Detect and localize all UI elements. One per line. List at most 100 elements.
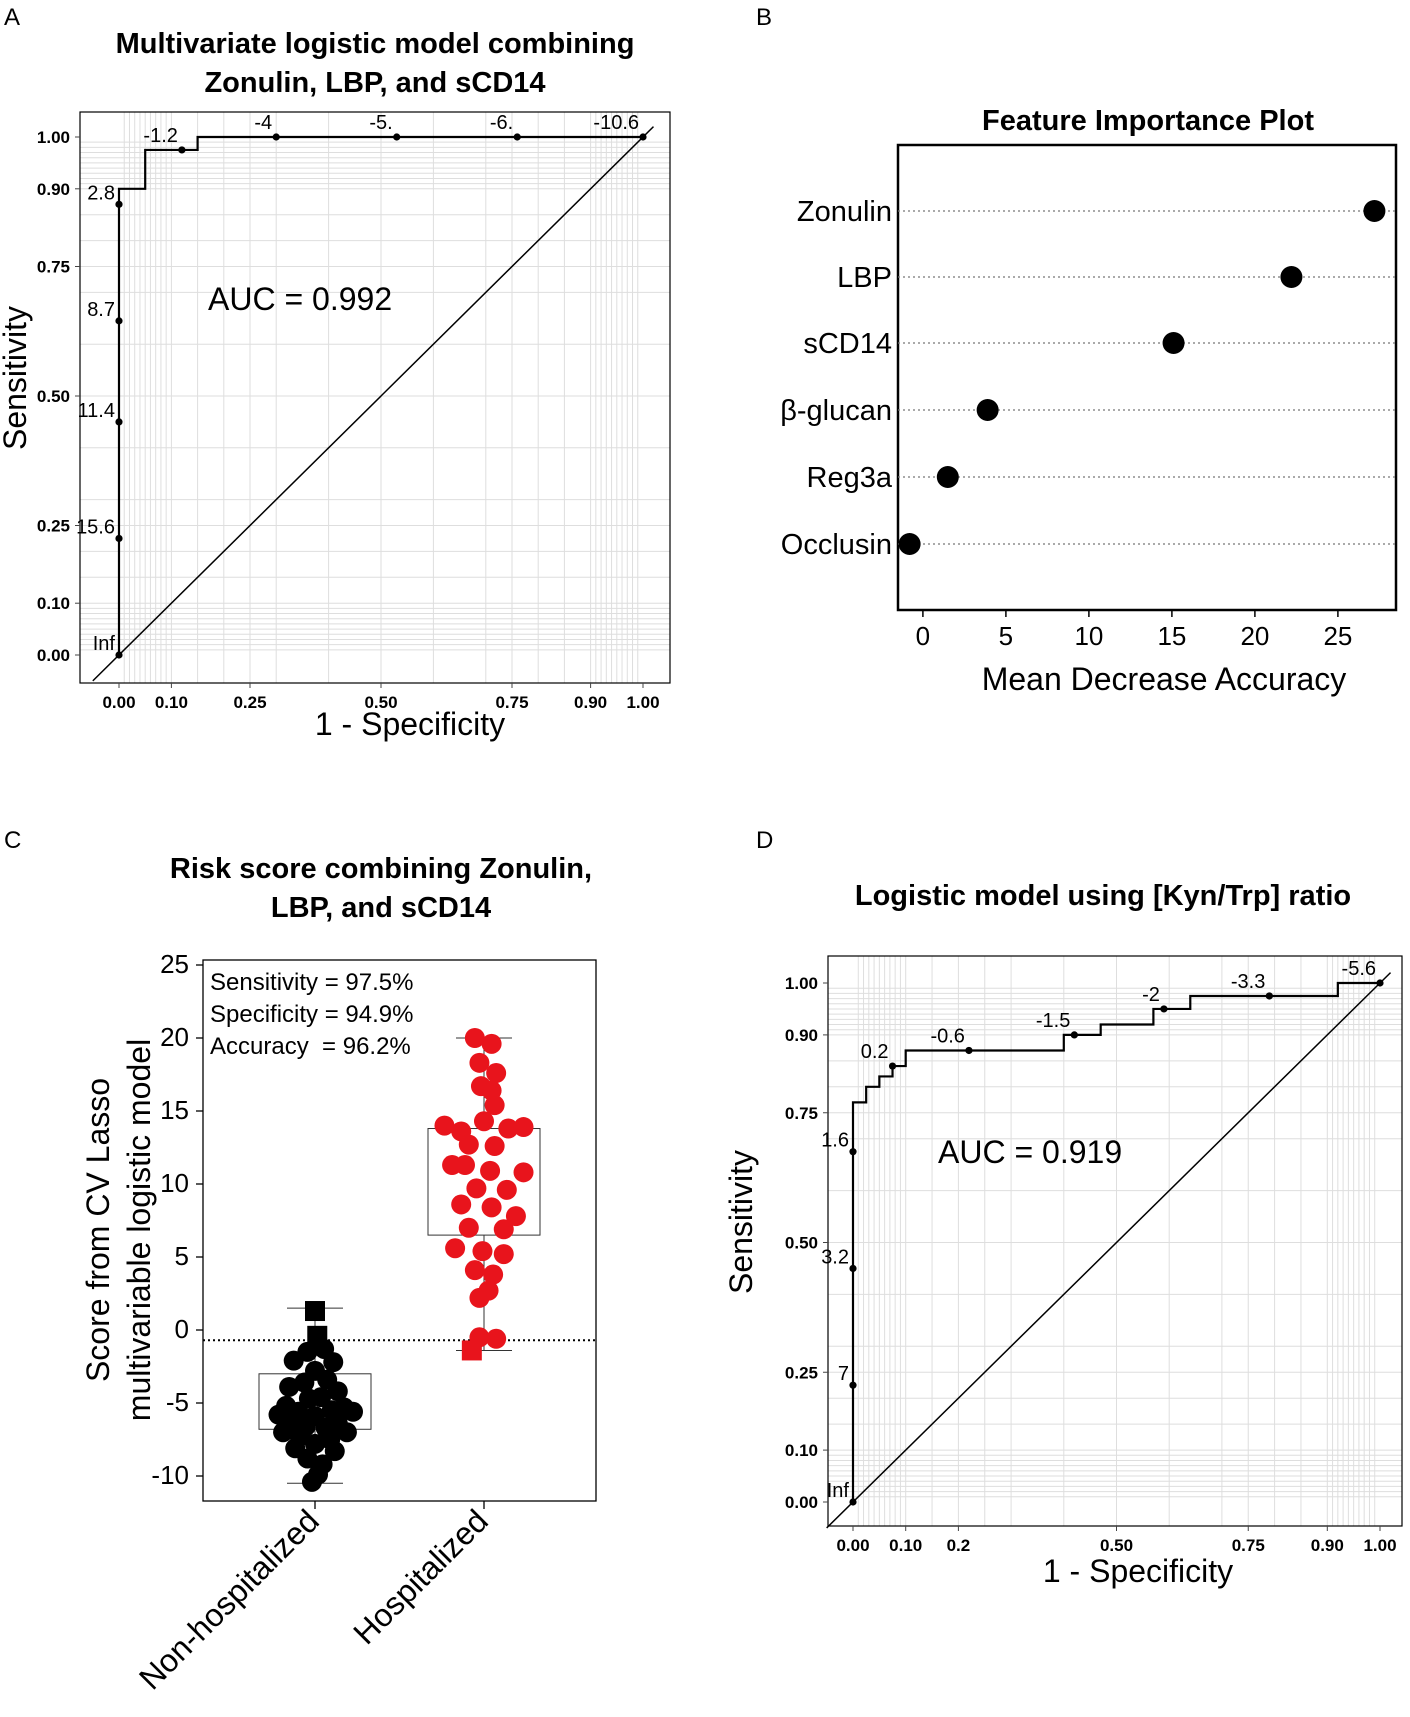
a-threshold-point [115,534,123,543]
risk-point [323,1352,344,1373]
risk-point [301,1471,322,1492]
feature-dot [1363,200,1386,222]
risk-point [505,1206,526,1227]
a-threshold-label: 11.4 [78,400,115,422]
a-threshold-point [115,200,123,208]
panel-a-auc-annotation: AUC = 0.992 [208,281,392,317]
d-threshold-point [849,1498,857,1506]
risk-point [445,1238,466,1259]
d-y-tick-label: 0.75 [785,1104,818,1123]
feature-label: β-glucan [780,395,892,427]
a-x-tick-label: 0.50 [364,693,397,712]
panel-b-x-axis-label: Mean Decrease Accuracy [982,661,1347,697]
panel-d-roc: Inf 7 3.2 1.6 0.2 -0.6 -1.5 -2 -3.3 -5.6 [821,958,1392,1529]
d-threshold-point [849,1381,857,1389]
risk-point [496,1179,517,1200]
panel-c-title-line2: LBP, and sCD14 [271,892,491,924]
feature-label: Reg3a [807,462,893,494]
risk-y-tick-label: 20 [160,1022,189,1052]
a-threshold-label: 2.8 [87,182,115,204]
a-threshold-point [115,651,123,659]
d-threshold-label: 3.2 [821,1246,849,1268]
a-diagonal-line [92,126,655,682]
a-roc-curve [117,135,643,655]
panel-d-y-axis-label: Sensitivity [723,1150,759,1294]
risk-point [513,1117,534,1138]
d-y-tick-label: 0.25 [785,1363,818,1382]
feature-x-tick-label: 5 [999,621,1013,651]
risk-point [480,1160,501,1181]
d-y-tick-label: 0.10 [785,1441,818,1460]
d-threshold-label: -1.5 [1036,1010,1070,1032]
panel-c-specificity: Specificity = 94.9% [210,1001,413,1028]
panel-d: Logistic model using [Kyn/Trp] ratio 0.0… [723,880,1403,1589]
feature-label: sCD14 [803,328,892,360]
risk-point [343,1401,363,1422]
a-threshold-point [115,317,123,325]
risk-group-label: Hospitalized [346,1502,495,1651]
risk-group-label: Non-hospitalized [132,1502,326,1696]
risk-point [484,1136,505,1157]
panel-c-title-line1: Risk score combining Zonulin, [170,853,592,885]
a-x-tick-label: 1.00 [626,693,659,712]
risk-point [483,1264,504,1285]
d-y-tick-label: 0.90 [785,1026,818,1045]
a-threshold-label: -5. [369,112,392,134]
risk-point [469,1052,490,1073]
risk-point [466,1178,487,1199]
d-diagonal-line [826,972,1392,1529]
feature-label: Occlusin [781,529,892,561]
a-threshold-label: -6. [490,112,513,134]
panel-c-marks: -10 -5 0 5 10 15 20 25 Non-hospitalized Hospitali… [132,949,596,1696]
feature-label: LBP [837,262,892,294]
d-x-tick-label: 1.00 [1363,1536,1396,1555]
risk-point [458,1134,479,1155]
d-x-tick-label: 0.90 [1311,1536,1344,1555]
feature-x-tick-label: 0 [916,621,930,651]
d-x-tick-label: 0.10 [889,1536,922,1555]
panel-d-x-axis-label: 1 - Specificity [1043,1553,1233,1589]
panel-a-x-axis-label: 1 - Specificity [315,706,505,742]
panel-label-a: A [4,4,20,31]
risk-point [493,1244,514,1265]
d-threshold-point [888,1062,897,1070]
d-x-tick-label: 0.2 [947,1536,971,1555]
a-threshold-point [272,133,280,141]
risk-point [493,1219,514,1240]
risk-point [472,1241,493,1262]
panel-a-y-axis-label: Sensitivity [0,306,33,450]
a-y-tick-label: 0.90 [37,180,70,199]
a-threshold-label: -1.2 [143,125,177,147]
a-y-tick-label: 0.50 [37,387,70,406]
risk-point [484,1095,505,1116]
a-y-tick-label: 0.00 [37,646,70,665]
d-threshold-point [1160,1005,1168,1013]
panel-c-accuracy: Accuracy = 96.2% [210,1033,411,1060]
risk-point [464,1260,485,1281]
risk-square-point [307,1325,328,1346]
a-threshold-label: -10.6 [593,112,639,134]
risk-square-point [305,1301,325,1322]
a-x-tick-label: 0.10 [155,693,188,712]
risk-point [455,1155,475,1176]
panel-d-auc-annotation: AUC = 0.919 [938,1134,1122,1170]
a-threshold-point [393,133,401,141]
d-threshold-label: -2 [1142,984,1160,1006]
a-y-tick-label: 1.00 [37,128,70,147]
d-threshold-label: 7 [838,1363,849,1385]
d-threshold-label: -3.3 [1231,971,1265,993]
risk-point [434,1115,455,1136]
risk-point [481,1033,502,1054]
panel-c-y-axis-label-line2: multivariable logistic model [121,1039,157,1421]
panel-a-plot-frame [79,111,671,684]
risk-square-point [461,1340,482,1361]
risk-y-tick-label: -5 [166,1387,189,1417]
panel-d-title: Logistic model using [Kyn/Trp] ratio [855,880,1351,912]
panel-c: Risk score combining Zonulin, LBP, and s… [80,853,597,1696]
feature-x-tick-label: 20 [1240,621,1269,651]
panel-d-grid [828,956,1402,1526]
risk-point [451,1194,472,1215]
d-threshold-label: 1.6 [821,1130,849,1152]
risk-y-tick-label: 10 [160,1168,189,1198]
risk-point [486,1328,507,1349]
